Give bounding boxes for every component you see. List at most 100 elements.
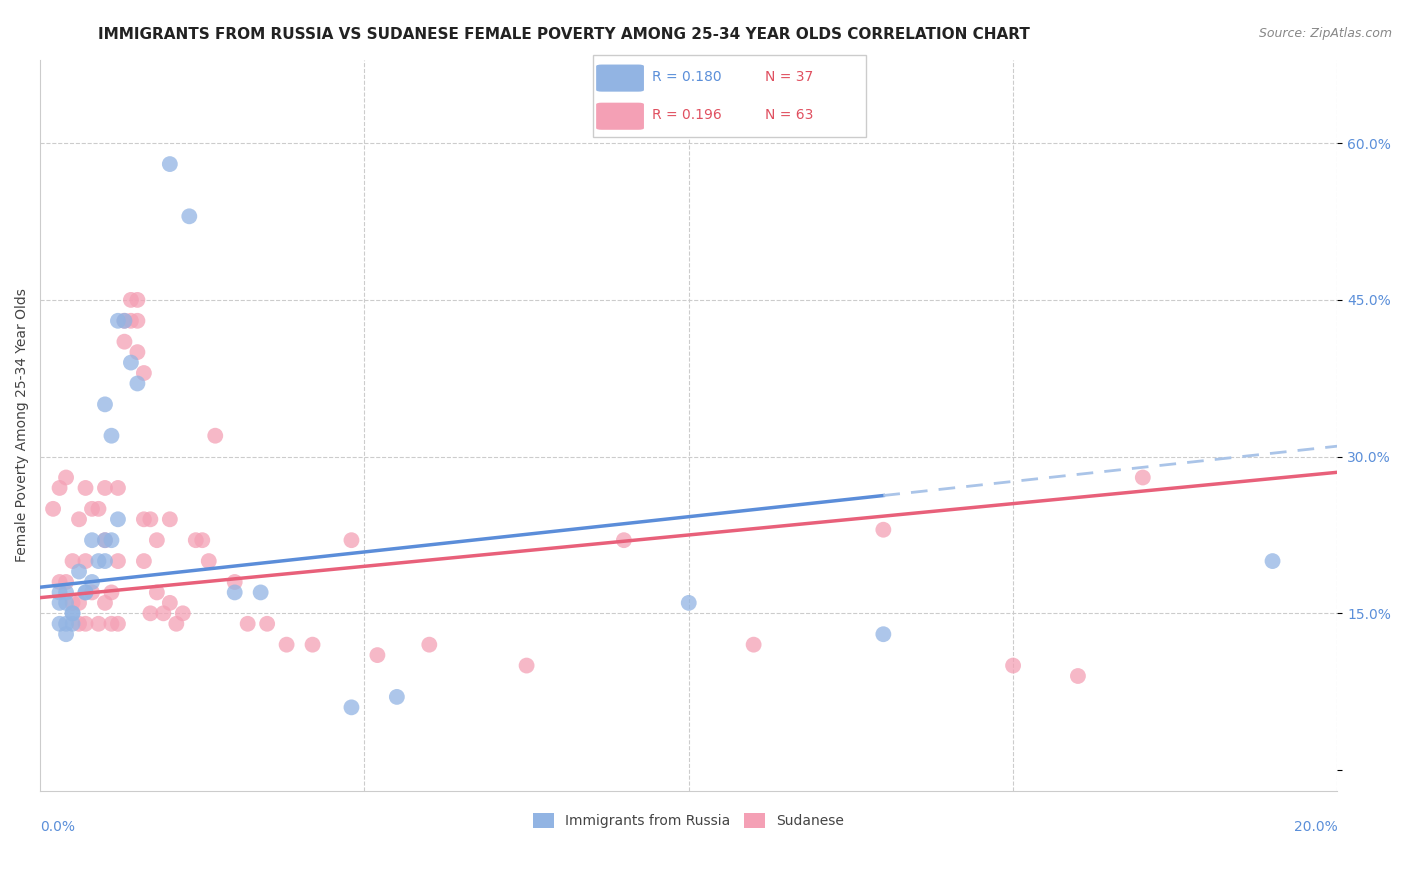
Text: R = 0.180: R = 0.180 xyxy=(652,70,723,84)
Point xyxy=(172,607,194,621)
Point xyxy=(94,596,117,610)
Point xyxy=(48,616,70,631)
Point xyxy=(1132,470,1154,484)
Point xyxy=(114,334,136,349)
Point xyxy=(301,638,323,652)
Text: Source: ZipAtlas.com: Source: ZipAtlas.com xyxy=(1258,27,1392,40)
Point xyxy=(152,607,174,621)
Point xyxy=(224,574,246,589)
Point xyxy=(67,565,90,579)
Point xyxy=(872,627,894,641)
Point xyxy=(100,616,122,631)
Point xyxy=(197,554,219,568)
Point xyxy=(87,616,110,631)
Text: IMMIGRANTS FROM RUSSIA VS SUDANESE FEMALE POVERTY AMONG 25-34 YEAR OLDS CORRELAT: IMMIGRANTS FROM RUSSIA VS SUDANESE FEMAL… xyxy=(98,27,1031,42)
Point xyxy=(42,501,65,516)
Point xyxy=(67,596,90,610)
Point xyxy=(132,554,155,568)
Point xyxy=(146,585,169,599)
Point xyxy=(114,314,136,328)
Point xyxy=(107,554,129,568)
Point xyxy=(139,512,162,526)
Point xyxy=(159,157,181,171)
Point xyxy=(87,554,110,568)
Point xyxy=(1261,554,1284,568)
Point xyxy=(75,585,97,599)
Point xyxy=(516,658,538,673)
Point xyxy=(87,501,110,516)
Point xyxy=(48,481,70,495)
Point xyxy=(146,533,169,548)
Point xyxy=(62,607,84,621)
Point xyxy=(236,616,259,631)
Point xyxy=(107,512,129,526)
Point xyxy=(94,554,117,568)
Point xyxy=(67,512,90,526)
Point xyxy=(120,355,142,369)
Point xyxy=(191,533,214,548)
Point xyxy=(107,616,129,631)
Point xyxy=(100,428,122,442)
Point xyxy=(62,616,84,631)
Point xyxy=(204,428,226,442)
Point xyxy=(48,574,70,589)
Point xyxy=(276,638,298,652)
Point xyxy=(127,376,149,391)
Point xyxy=(62,607,84,621)
Point xyxy=(75,616,97,631)
Point xyxy=(62,596,84,610)
Point xyxy=(418,638,440,652)
Point xyxy=(184,533,207,548)
Point xyxy=(55,470,77,484)
Point xyxy=(872,523,894,537)
Point xyxy=(94,481,117,495)
Text: 20.0%: 20.0% xyxy=(1294,820,1337,834)
Point xyxy=(159,512,181,526)
Point xyxy=(179,210,201,224)
Text: R = 0.196: R = 0.196 xyxy=(652,109,723,122)
Point xyxy=(80,533,103,548)
Point xyxy=(165,616,187,631)
Point xyxy=(94,397,117,411)
Point xyxy=(80,501,103,516)
Point xyxy=(385,690,408,704)
Point xyxy=(613,533,636,548)
Point xyxy=(742,638,765,652)
Point xyxy=(127,345,149,359)
Point xyxy=(256,616,278,631)
FancyBboxPatch shape xyxy=(593,55,866,136)
Point xyxy=(114,314,136,328)
Point xyxy=(55,616,77,631)
Point xyxy=(224,585,246,599)
Point xyxy=(159,596,181,610)
Point xyxy=(100,533,122,548)
Point xyxy=(48,585,70,599)
Text: 0.0%: 0.0% xyxy=(41,820,75,834)
Text: N = 63: N = 63 xyxy=(765,109,813,122)
Point xyxy=(132,366,155,380)
Point xyxy=(67,616,90,631)
Point xyxy=(80,585,103,599)
Point xyxy=(75,554,97,568)
Point xyxy=(120,314,142,328)
Point xyxy=(55,627,77,641)
Point xyxy=(132,512,155,526)
Point xyxy=(107,481,129,495)
Legend: Immigrants from Russia, Sudanese: Immigrants from Russia, Sudanese xyxy=(526,806,851,835)
Point xyxy=(678,596,700,610)
Point xyxy=(127,314,149,328)
Point xyxy=(55,574,77,589)
Point xyxy=(1067,669,1090,683)
Point xyxy=(48,596,70,610)
Point xyxy=(62,554,84,568)
Point xyxy=(94,533,117,548)
FancyBboxPatch shape xyxy=(596,64,644,92)
FancyBboxPatch shape xyxy=(596,103,644,130)
Point xyxy=(75,585,97,599)
Point xyxy=(55,585,77,599)
Point xyxy=(100,585,122,599)
Point xyxy=(120,293,142,307)
Point xyxy=(75,481,97,495)
Point xyxy=(55,596,77,610)
Point xyxy=(340,533,363,548)
